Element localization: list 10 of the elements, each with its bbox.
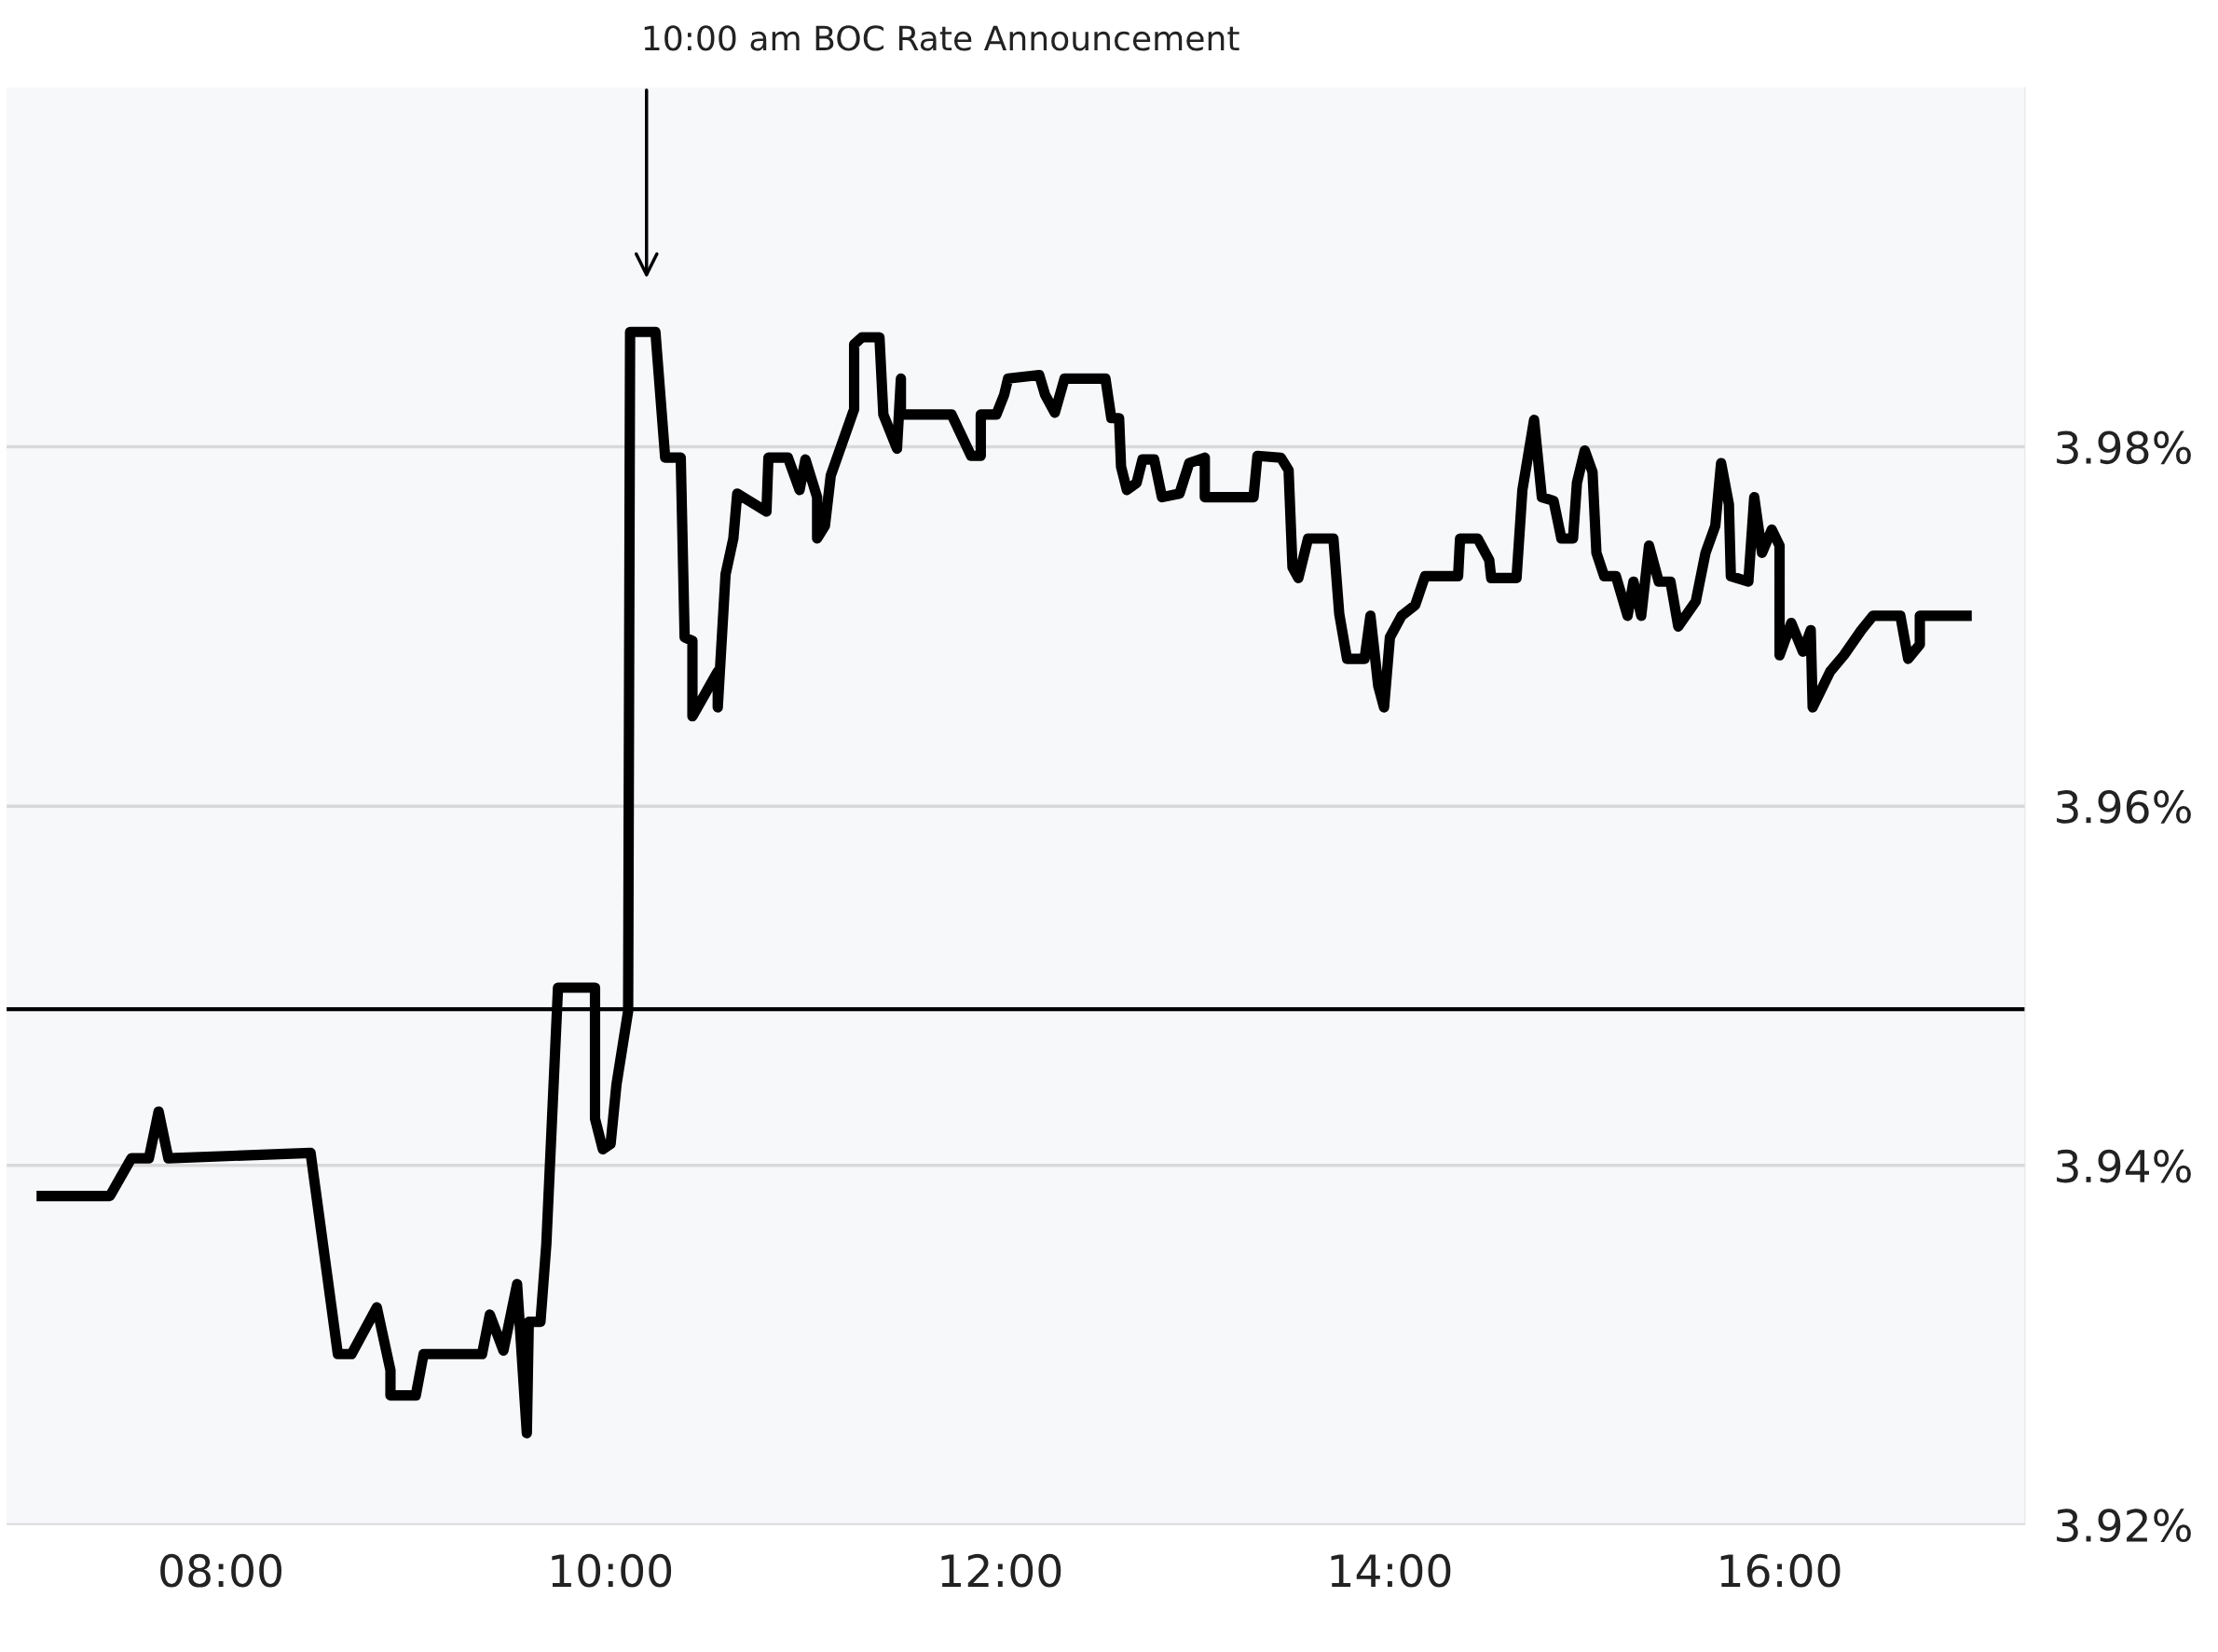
x-tick-label: 10:00 [552, 1553, 672, 1588]
x-tick-label: 12:00 [941, 1553, 1061, 1588]
y-tick-label: 3.98% [2057, 430, 2191, 465]
x-tick-label: 16:00 [1720, 1553, 1841, 1588]
x-tick-label: 14:00 [1331, 1553, 1451, 1588]
y-tick-label: 3.92% [2057, 1509, 2191, 1543]
y-tick-label: 3.94% [2057, 1149, 2191, 1183]
x-tick-label: 08:00 [160, 1553, 282, 1588]
y-tick-label: 3.96% [2057, 790, 2191, 824]
text: 10:00 am BOC Rate Announcement [644, 25, 1239, 51]
